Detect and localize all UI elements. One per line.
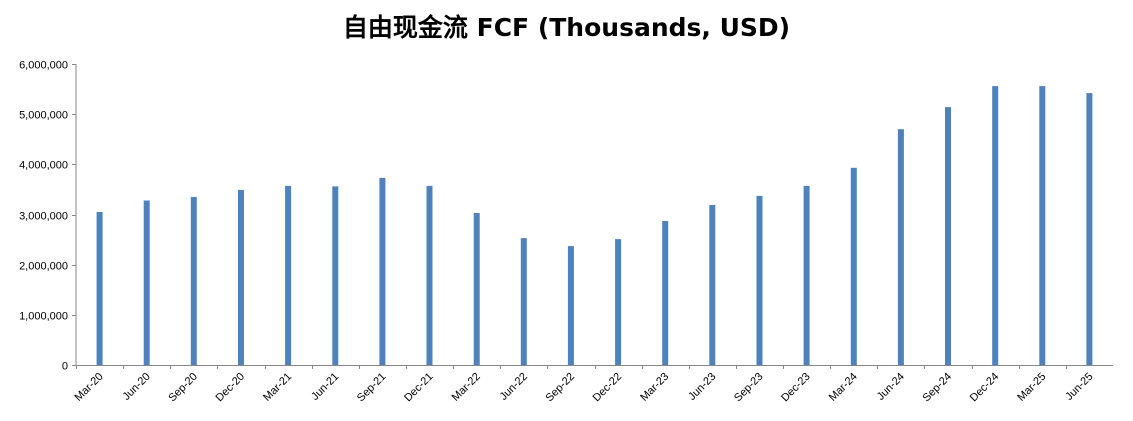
x-tick-label: Mar-20 xyxy=(73,371,106,404)
bar-jun-22 xyxy=(520,238,527,365)
x-tick-label: Jun-25 xyxy=(1063,371,1095,403)
bar-dec-20 xyxy=(238,189,244,365)
x-tick-label: Mar-25 xyxy=(1015,371,1048,404)
x-tick-label: Dec-20 xyxy=(214,371,248,405)
bar-jun-25 xyxy=(1086,93,1093,365)
y-tick-label: 1,000,000 xyxy=(19,311,68,323)
x-tick-label: Jun-24 xyxy=(875,371,907,403)
bar-mar-22 xyxy=(473,213,480,365)
x-tick-label: Jun-22 xyxy=(498,371,530,403)
y-tick-label: 6,000,000 xyxy=(19,60,68,72)
y-tick-label: 0 xyxy=(62,361,68,373)
bar-dec-21 xyxy=(426,185,433,365)
y-axis: 0 1,000,000 2,000,000 3,000,000 4,000,000 5,0… xyxy=(19,60,77,373)
chart-title: 自由现金流 FCF (Thousands, USD) xyxy=(342,13,791,42)
x-tick-label: Jun-21 xyxy=(309,371,341,403)
bar-jun-24 xyxy=(897,129,904,365)
x-tick-label: Jun-20 xyxy=(121,371,153,403)
bar-sep-21 xyxy=(379,177,386,365)
x-tick-label: Mar-22 xyxy=(450,371,483,404)
bar-jun-21 xyxy=(332,186,339,365)
x-tick-label: Sep-24 xyxy=(921,371,955,405)
y-tick-label: 4,000,000 xyxy=(19,160,68,172)
y-tick-label: 3,000,000 xyxy=(19,211,68,223)
x-tick-label: Sep-23 xyxy=(732,371,766,405)
x-tick-label: Dec-21 xyxy=(402,371,436,405)
x-tick-label: Sep-22 xyxy=(543,371,577,405)
x-tick-label: Mar-24 xyxy=(827,371,860,404)
bar-sep-23 xyxy=(756,195,763,365)
bar-mar-25 xyxy=(1039,86,1046,365)
bar-jun-23 xyxy=(709,205,716,365)
bar-mar-21 xyxy=(285,185,292,365)
y-tick-label: 2,000,000 xyxy=(19,261,68,273)
x-axis: Mar-20 Jun-20 Sep-20 Dec-20 Mar-21 Jun-21 Sep-… xyxy=(73,365,1113,404)
bar-dec-24 xyxy=(992,86,999,365)
bar-mar-24 xyxy=(850,167,857,365)
bar-dec-22 xyxy=(615,239,622,365)
x-tick-label: Jun-23 xyxy=(686,371,718,403)
bar-mar-23 xyxy=(662,221,669,365)
x-tick-label: Sep-20 xyxy=(166,371,200,405)
bar-sep-22 xyxy=(567,246,574,365)
bar-mar-20 xyxy=(96,212,103,365)
x-tick-label: Dec-22 xyxy=(591,371,625,405)
bar-sep-20 xyxy=(190,196,197,365)
bars xyxy=(96,86,1093,365)
x-tick-label: Mar-23 xyxy=(638,371,671,404)
bar-sep-24 xyxy=(945,107,951,365)
x-tick-label: Dec-23 xyxy=(779,371,813,405)
bar-dec-23 xyxy=(803,185,810,365)
x-tick-label: Dec-24 xyxy=(968,371,1002,405)
y-tick-label: 5,000,000 xyxy=(19,110,68,122)
x-tick-label: Sep-21 xyxy=(355,371,389,405)
x-tick-label: Mar-21 xyxy=(261,371,294,404)
bar-jun-20 xyxy=(143,200,150,365)
